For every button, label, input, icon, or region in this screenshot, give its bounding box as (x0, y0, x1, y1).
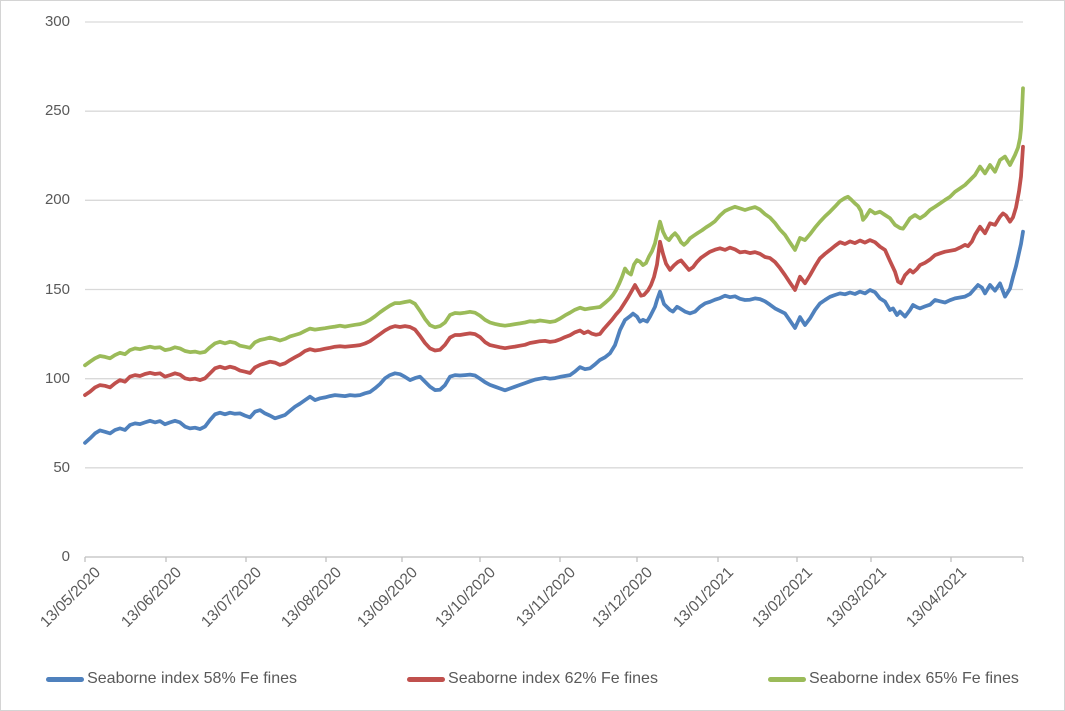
y-axis-label: 300 (44, 13, 70, 30)
series-line-2 (83, 86, 1025, 368)
legend-swatch-58 (46, 676, 85, 682)
series-line-0 (83, 229, 1025, 445)
legend-item-58: Seaborne index 58% Fe fines (46, 670, 297, 688)
legend-label-65: Seaborne index 65% Fe fines (808, 670, 1019, 687)
legend-swatch-62 (407, 676, 446, 682)
y-axis-label: 0 (61, 548, 70, 565)
y-axis-label: 50 (53, 458, 70, 476)
y-axis-label: 100 (44, 369, 70, 387)
y-axis-label: 200 (44, 191, 70, 209)
legend-swatch-65 (767, 676, 806, 682)
legend-label-62: Seaborne index 62% Fe fines (448, 670, 658, 687)
legend-item-62: Seaborne index 62% Fe fines (407, 670, 658, 688)
y-axis-label: 150 (44, 280, 70, 298)
series-line-1 (83, 144, 1025, 397)
y-axis-label: 250 (44, 102, 70, 120)
legend-label-58: Seaborne index 58% Fe fines (87, 670, 298, 687)
legend: Seaborne index 58% Fe fines Seaborne ind… (0, 666, 1065, 692)
legend-item-65: Seaborne index 65% Fe fines (767, 670, 1019, 688)
